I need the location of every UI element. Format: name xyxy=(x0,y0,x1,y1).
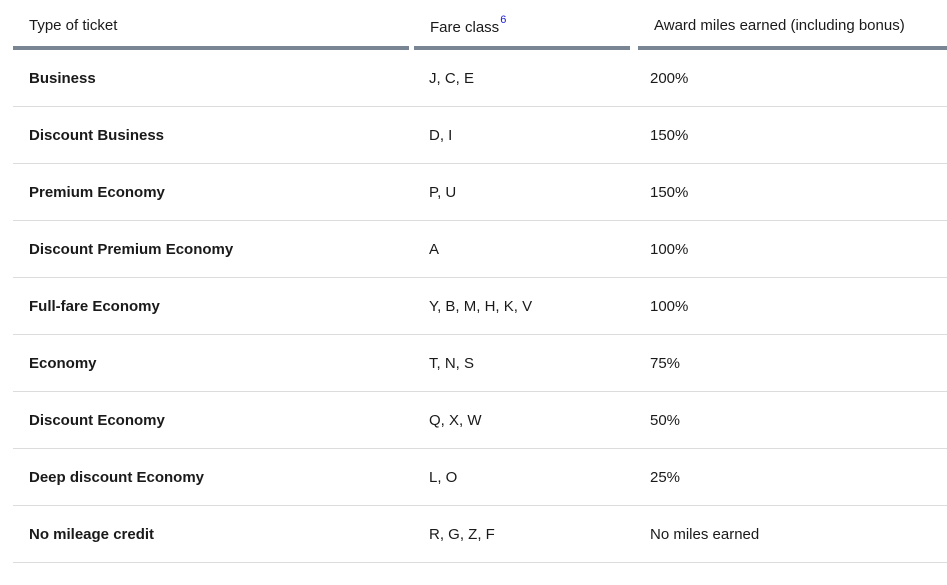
fare-class-cell: Q, X, W xyxy=(429,411,482,429)
award-miles-cell: 50% xyxy=(650,411,681,429)
award-miles-cell: 200% xyxy=(650,69,689,87)
table-row: No mileage credit R, G, Z, F No miles earn… xyxy=(13,506,947,563)
table-row: Discount Business D, I 150% xyxy=(13,107,947,164)
column-header-label: Award miles earned (including bonus) xyxy=(654,17,905,34)
ticket-type-cell: Discount Economy xyxy=(29,411,165,429)
ticket-type-cell: Discount Business xyxy=(29,126,165,144)
fare-class-cell: T, N, S xyxy=(429,354,475,372)
footnote-link[interactable]: 6 xyxy=(500,14,507,26)
ticket-type-cell: Premium Economy xyxy=(29,183,165,201)
ticket-type-cell: Deep discount Economy xyxy=(29,468,205,486)
award-miles-cell: No miles earned xyxy=(650,525,760,543)
fare-class-cell: R, G, Z, F xyxy=(429,525,495,543)
ticket-type-cell: Business xyxy=(29,69,96,87)
fare-class-cell: J, C, E xyxy=(429,69,475,87)
table-header-row: Type of ticket Fare class6 Award miles e… xyxy=(13,0,947,50)
fare-class-cell: Y, B, M, H, K, V xyxy=(429,297,533,315)
award-miles-cell: 75% xyxy=(650,354,681,372)
award-miles-cell: 100% xyxy=(650,297,689,315)
column-header-award-miles: Award miles earned (including bonus) xyxy=(638,0,947,50)
table-row: Discount Economy Q, X, W 50% xyxy=(13,392,947,449)
fare-class-cell: L, O xyxy=(429,468,458,486)
table-row: Deep discount Economy L, O 25% xyxy=(13,449,947,506)
column-header-label: Fare class xyxy=(430,19,500,36)
table-row: Economy T, N, S 75% xyxy=(13,335,947,392)
column-header-fare-class: Fare class6 xyxy=(414,0,630,50)
ticket-type-cell: Full-fare Economy xyxy=(29,297,160,315)
award-miles-cell: 100% xyxy=(650,240,689,258)
table-row: Business J, C, E 200% xyxy=(13,50,947,107)
table-body: Business J, C, E 200% Discount Business D, I… xyxy=(13,50,947,563)
column-header-type-of-ticket: Type of ticket xyxy=(13,0,409,50)
table-row: Full-fare Economy Y, B, M, H, K, V 100% xyxy=(13,278,947,335)
table-row: Premium Economy P, U 150% xyxy=(13,164,947,221)
fare-class-cell: D, I xyxy=(429,126,453,144)
award-miles-cell: 150% xyxy=(650,183,689,201)
ticket-type-cell: No mileage credit xyxy=(29,525,155,543)
fare-table: Type of ticket Fare class6 Award miles e… xyxy=(13,0,947,563)
award-miles-cell: 25% xyxy=(650,468,681,486)
ticket-type-cell: Discount Premium Economy xyxy=(29,240,234,258)
fare-class-cell: P, U xyxy=(429,183,457,201)
table-row: Discount Premium Economy A 100% xyxy=(13,221,947,278)
ticket-type-cell: Economy xyxy=(29,354,97,372)
column-header-label: Type of ticket xyxy=(29,17,118,34)
fare-class-cell: A xyxy=(429,240,440,258)
award-miles-cell: 150% xyxy=(650,126,689,144)
